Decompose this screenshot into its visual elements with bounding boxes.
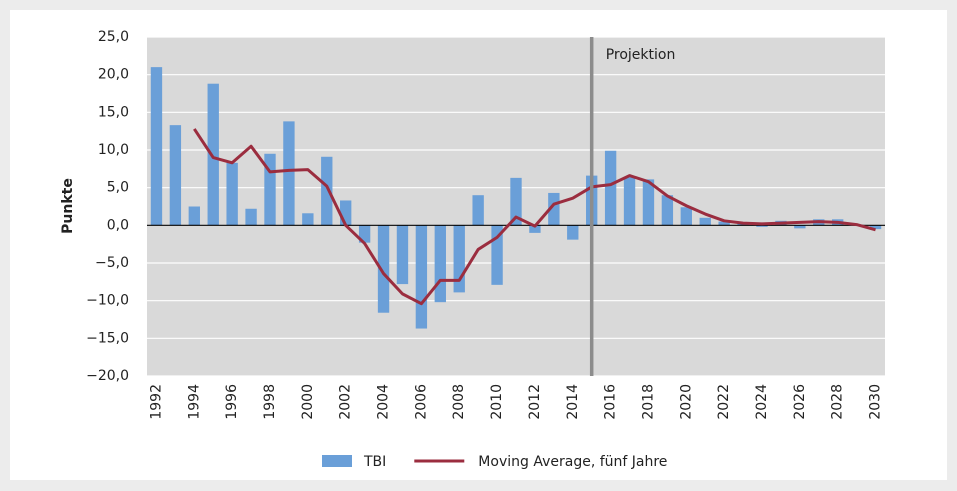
- legend-label: Moving Average, fünf Jahre: [478, 454, 667, 470]
- y-tick-label: 5,0: [107, 180, 129, 196]
- bar: [699, 217, 711, 226]
- bar: [207, 83, 219, 226]
- bar: [604, 150, 617, 226]
- legend-swatch: [322, 455, 352, 467]
- y-tick-label: 10,0: [98, 142, 129, 158]
- bar: [169, 125, 182, 226]
- annotation: Projektion: [606, 47, 676, 63]
- bar: [321, 156, 333, 226]
- x-tick-label: 2026: [792, 384, 808, 420]
- x-tick-label: 2020: [678, 384, 694, 420]
- bar: [472, 195, 484, 226]
- bar: [302, 213, 314, 226]
- bar: [718, 221, 730, 226]
- x-tick-label: 2024: [754, 384, 770, 420]
- bar: [188, 206, 200, 226]
- bar: [794, 225, 806, 229]
- line: [193, 128, 876, 306]
- y-tick-label: −15,0: [86, 330, 129, 346]
- y-tick-label: 20,0: [98, 67, 129, 83]
- bar: [491, 225, 503, 285]
- y-tick-label: 15,0: [98, 104, 129, 120]
- bar: [150, 67, 163, 226]
- bar: [283, 121, 295, 226]
- bar: [434, 225, 446, 303]
- y-axis-label: Punkte: [60, 178, 76, 234]
- bar: [869, 225, 882, 230]
- bar: [377, 225, 390, 313]
- bar: [415, 225, 428, 329]
- y-tick-label: 25,0: [98, 29, 129, 45]
- bar: [396, 225, 409, 285]
- y-tick-label: −5,0: [95, 255, 129, 271]
- x-tick-label: 2012: [527, 384, 543, 420]
- x-tick-label: 1998: [262, 384, 278, 420]
- x-tick-label: 1994: [186, 384, 202, 420]
- x-tick-label: 2006: [413, 384, 429, 420]
- x-tick-label: 2008: [451, 384, 467, 420]
- bar: [680, 207, 692, 226]
- bar: [340, 200, 352, 226]
- x-tick-label: 2014: [565, 384, 581, 420]
- y-tick-label: −10,0: [86, 293, 129, 309]
- bar: [737, 223, 749, 226]
- bar: [623, 177, 636, 226]
- x-tick-label: 2030: [868, 384, 884, 420]
- bar: [245, 208, 257, 226]
- bar: [453, 225, 465, 293]
- y-tick-label: 0,0: [107, 217, 129, 233]
- bar: [510, 177, 522, 226]
- x-tick-label: 2002: [338, 384, 354, 420]
- x-tick-label: 1992: [148, 384, 164, 420]
- x-tick-label: 1996: [224, 384, 240, 420]
- x-tick-label: 2028: [830, 384, 846, 420]
- bar: [756, 225, 768, 227]
- bar: [567, 225, 579, 240]
- bar: [358, 225, 371, 243]
- y-tick-label: −20,0: [86, 368, 129, 384]
- x-tick-label: 2016: [603, 384, 619, 420]
- bar: [529, 225, 541, 233]
- bar: [642, 179, 655, 226]
- x-tick-label: 2010: [489, 384, 505, 420]
- x-tick-label: 2018: [640, 384, 656, 420]
- bar: [548, 192, 560, 226]
- legend-label: TBI: [363, 454, 386, 470]
- bar: [661, 195, 674, 226]
- x-tick-label: 2022: [716, 384, 732, 420]
- x-tick-label: 2000: [300, 384, 316, 420]
- x-tick-label: 2004: [376, 384, 392, 420]
- bar: [226, 162, 238, 226]
- bar: [264, 153, 276, 226]
